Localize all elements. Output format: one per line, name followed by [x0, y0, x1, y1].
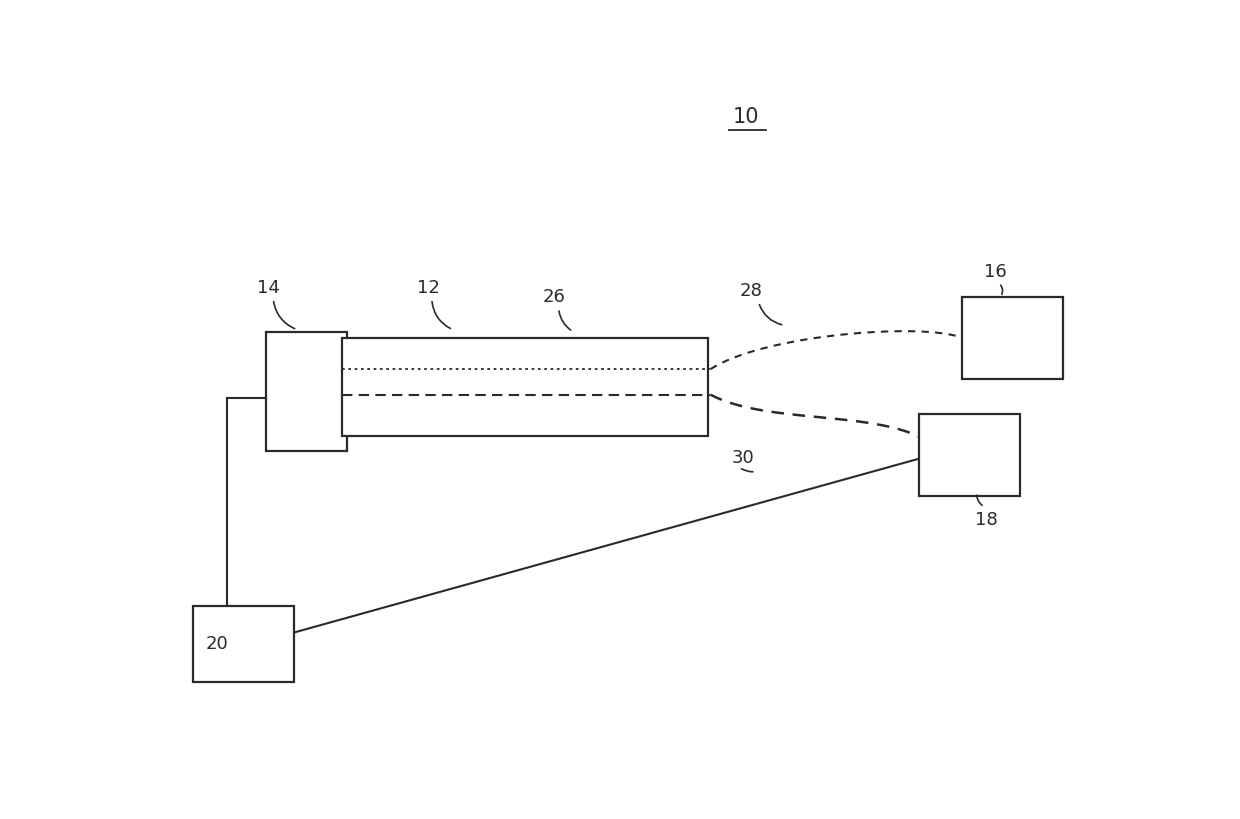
- Text: 18: 18: [975, 511, 998, 529]
- Bar: [919, 414, 1019, 495]
- Bar: [265, 332, 347, 451]
- Bar: [962, 297, 1063, 379]
- Text: 16: 16: [985, 263, 1007, 281]
- Bar: [342, 338, 708, 436]
- Bar: [193, 606, 294, 681]
- Text: 20: 20: [206, 635, 229, 653]
- Text: 12: 12: [418, 279, 440, 297]
- Text: 26: 26: [542, 288, 565, 306]
- Text: 28: 28: [739, 282, 763, 300]
- Text: 14: 14: [257, 279, 280, 297]
- Text: 10: 10: [733, 106, 759, 127]
- Text: 30: 30: [732, 449, 754, 467]
